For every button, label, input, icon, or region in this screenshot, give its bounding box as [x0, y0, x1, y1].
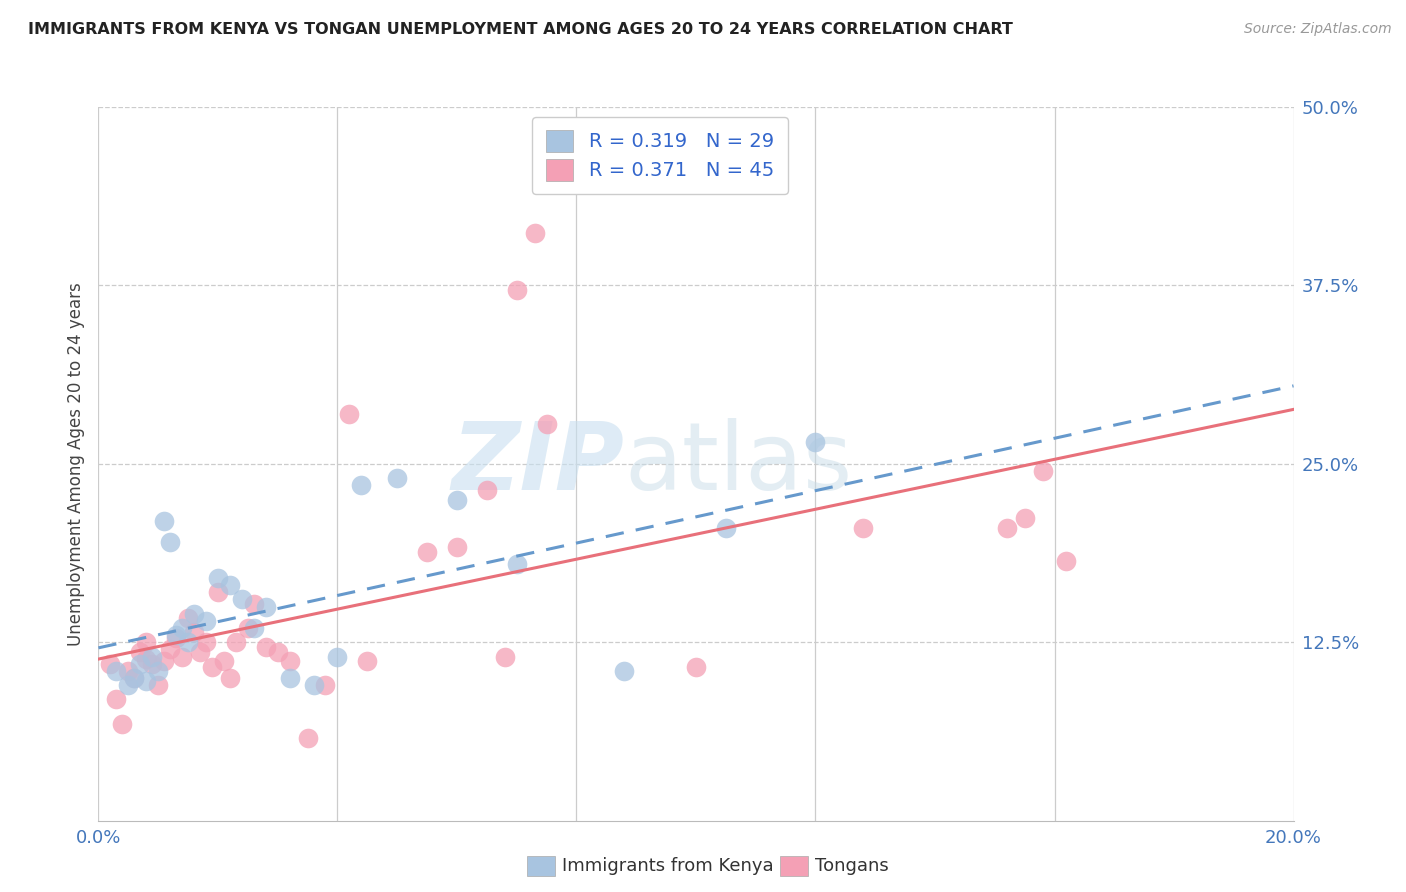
Point — [183, 607, 205, 621]
Point — [135, 652, 157, 666]
Point — [124, 671, 146, 685]
Point — [243, 621, 266, 635]
Point — [124, 671, 146, 685]
Point — [153, 654, 176, 668]
Point — [165, 631, 187, 645]
Point — [385, 471, 409, 485]
Point — [153, 514, 176, 528]
Point — [159, 642, 181, 657]
Point — [326, 649, 349, 664]
Point — [1032, 464, 1054, 478]
Point — [165, 628, 187, 642]
Point — [188, 645, 211, 659]
Text: Immigrants from Kenya: Immigrants from Kenya — [562, 857, 775, 875]
Point — [141, 649, 163, 664]
Point — [302, 678, 325, 692]
Point — [278, 654, 301, 668]
Point — [297, 731, 319, 745]
Point — [207, 571, 229, 585]
Point — [995, 521, 1018, 535]
Point — [225, 635, 247, 649]
Point — [339, 407, 360, 421]
Point — [117, 664, 139, 678]
Point — [177, 635, 200, 649]
Point — [350, 478, 373, 492]
Point — [195, 614, 218, 628]
Point — [523, 226, 546, 240]
Point — [172, 621, 194, 635]
Point — [219, 578, 242, 592]
Point — [446, 540, 468, 554]
Legend: R = 0.319   N = 29, R = 0.371   N = 45: R = 0.319 N = 29, R = 0.371 N = 45 — [533, 117, 787, 194]
Point — [1054, 554, 1078, 568]
Point — [111, 716, 134, 731]
Point — [117, 678, 139, 692]
Point — [231, 592, 253, 607]
Point — [278, 671, 301, 685]
Point — [494, 649, 516, 664]
Point — [315, 678, 337, 692]
Point — [254, 599, 277, 614]
Y-axis label: Unemployment Among Ages 20 to 24 years: Unemployment Among Ages 20 to 24 years — [66, 282, 84, 646]
Point — [267, 645, 290, 659]
Text: atlas: atlas — [624, 417, 852, 510]
Text: IMMIGRANTS FROM KENYA VS TONGAN UNEMPLOYMENT AMONG AGES 20 TO 24 YEARS CORRELATI: IMMIGRANTS FROM KENYA VS TONGAN UNEMPLOY… — [28, 22, 1012, 37]
Point — [536, 417, 558, 431]
Point — [172, 649, 194, 664]
Text: Source: ZipAtlas.com: Source: ZipAtlas.com — [1244, 22, 1392, 37]
Point — [201, 659, 224, 673]
Point — [135, 635, 157, 649]
Point — [475, 483, 498, 497]
Point — [714, 521, 737, 535]
Point — [804, 435, 827, 450]
Point — [129, 657, 152, 671]
Point — [685, 659, 707, 673]
Point — [416, 545, 439, 559]
Point — [177, 611, 200, 625]
Point — [243, 597, 266, 611]
Point — [105, 664, 128, 678]
Point — [135, 673, 157, 688]
Point — [148, 664, 170, 678]
Point — [852, 521, 875, 535]
Point — [195, 635, 218, 649]
Point — [212, 654, 235, 668]
Point — [506, 283, 529, 297]
Point — [141, 657, 163, 671]
Point — [1014, 511, 1036, 525]
Point — [207, 585, 229, 599]
Text: Tongans: Tongans — [815, 857, 889, 875]
Point — [105, 692, 128, 706]
Point — [613, 664, 636, 678]
Point — [446, 492, 468, 507]
Point — [159, 535, 181, 549]
Point — [506, 557, 529, 571]
Point — [183, 625, 205, 640]
Point — [236, 621, 259, 635]
Point — [100, 657, 122, 671]
Point — [356, 654, 378, 668]
Point — [148, 678, 170, 692]
Point — [129, 645, 152, 659]
Point — [219, 671, 242, 685]
Text: ZIP: ZIP — [451, 417, 624, 510]
Point — [254, 640, 277, 654]
